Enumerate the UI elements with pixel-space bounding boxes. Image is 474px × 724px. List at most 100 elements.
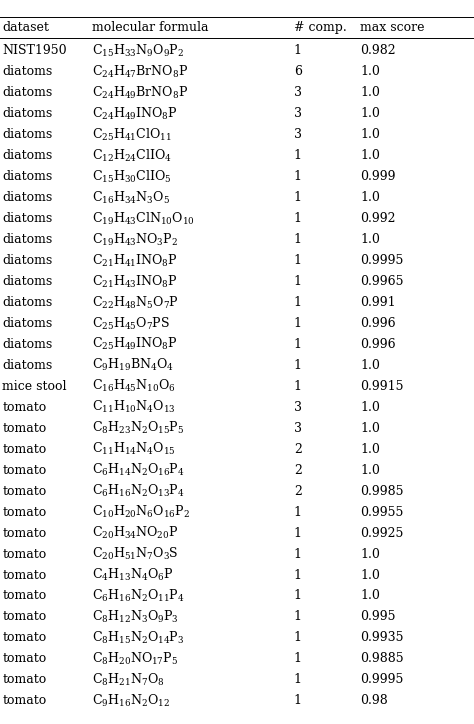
Text: 2: 2 [294, 484, 302, 497]
Text: diatoms: diatoms [2, 338, 53, 351]
Text: tomato: tomato [2, 401, 46, 414]
Text: diatoms: diatoms [2, 107, 53, 120]
Text: 1.0: 1.0 [360, 191, 380, 204]
Text: 0.9925: 0.9925 [360, 526, 404, 539]
Text: diatoms: diatoms [2, 359, 53, 372]
Text: 2: 2 [294, 443, 302, 455]
Text: diatoms: diatoms [2, 212, 53, 225]
Text: 0.996: 0.996 [360, 317, 396, 330]
Text: 1.0: 1.0 [360, 128, 380, 141]
Text: 1: 1 [294, 149, 302, 162]
Text: 1: 1 [294, 610, 302, 623]
Text: 1.0: 1.0 [360, 65, 380, 78]
Text: 0.9955: 0.9955 [360, 505, 404, 518]
Text: 1: 1 [294, 380, 302, 393]
Text: tomato: tomato [2, 610, 46, 623]
Text: 1: 1 [294, 317, 302, 330]
Text: 3: 3 [294, 86, 302, 99]
Text: diatoms: diatoms [2, 170, 53, 183]
Text: $\mathregular{C_6H_{16}N_2O_{13}P_4}$: $\mathregular{C_6H_{16}N_2O_{13}P_4}$ [92, 483, 185, 500]
Text: $\mathregular{C_4H_{13}N_4O_6P}$: $\mathregular{C_4H_{13}N_4O_6P}$ [92, 567, 174, 583]
Text: 1.0: 1.0 [360, 547, 380, 560]
Text: 1: 1 [294, 631, 302, 644]
Text: 1.0: 1.0 [360, 589, 380, 602]
Text: NIST1950: NIST1950 [2, 44, 67, 57]
Text: 0.9985: 0.9985 [360, 484, 404, 497]
Text: 0.991: 0.991 [360, 296, 396, 309]
Text: 1: 1 [294, 568, 302, 581]
Text: diatoms: diatoms [2, 191, 53, 204]
Text: 1: 1 [294, 589, 302, 602]
Text: 0.9995: 0.9995 [360, 673, 404, 686]
Text: $\mathregular{C_{20}H_{34}NO_{20}P}$: $\mathregular{C_{20}H_{34}NO_{20}P}$ [92, 525, 179, 541]
Text: 0.9965: 0.9965 [360, 275, 404, 288]
Text: $\mathregular{C_{10}H_{20}N_6O_{16}P_2}$: $\mathregular{C_{10}H_{20}N_6O_{16}P_2}$ [92, 504, 190, 520]
Text: $\mathregular{C_{21}H_{43}INO_8P}$: $\mathregular{C_{21}H_{43}INO_8P}$ [92, 274, 178, 290]
Text: molecular formula: molecular formula [92, 21, 209, 34]
Text: 3: 3 [294, 422, 302, 435]
Text: $\mathregular{C_9H_{19}BN_4O_4}$: $\mathregular{C_9H_{19}BN_4O_4}$ [92, 358, 174, 374]
Text: diatoms: diatoms [2, 317, 53, 330]
Text: 1: 1 [294, 254, 302, 267]
Text: $\mathregular{C_{16}H_{34}N_3O_5}$: $\mathregular{C_{16}H_{34}N_3O_5}$ [92, 190, 170, 206]
Text: 6: 6 [294, 65, 302, 78]
Text: 1: 1 [294, 338, 302, 351]
Text: $\mathregular{C_{11}H_{14}N_4O_{15}}$: $\mathregular{C_{11}H_{14}N_4O_{15}}$ [92, 441, 176, 458]
Text: mice stool: mice stool [2, 380, 67, 393]
Text: # comp.: # comp. [294, 21, 346, 34]
Text: 1.0: 1.0 [360, 359, 380, 372]
Text: $\mathregular{C_{24}H_{49}INO_8P}$: $\mathregular{C_{24}H_{49}INO_8P}$ [92, 106, 178, 122]
Text: diatoms: diatoms [2, 149, 53, 162]
Text: diatoms: diatoms [2, 128, 53, 141]
Text: $\mathregular{C_{12}H_{24}ClIO_4}$: $\mathregular{C_{12}H_{24}ClIO_4}$ [92, 148, 172, 164]
Text: 1.0: 1.0 [360, 107, 380, 120]
Text: $\mathregular{C_8H_{12}N_3O_9P_3}$: $\mathregular{C_8H_{12}N_3O_9P_3}$ [92, 609, 179, 625]
Text: 0.98: 0.98 [360, 694, 388, 707]
Text: diatoms: diatoms [2, 275, 53, 288]
Text: 1: 1 [294, 359, 302, 372]
Text: $\mathregular{C_{16}H_{45}N_{10}O_6}$: $\mathregular{C_{16}H_{45}N_{10}O_6}$ [92, 379, 176, 395]
Text: 1.0: 1.0 [360, 86, 380, 99]
Text: 1: 1 [294, 505, 302, 518]
Text: 3: 3 [294, 107, 302, 120]
Text: diatoms: diatoms [2, 86, 53, 99]
Text: $\mathregular{C_{19}H_{43}ClN_{10}O_{10}}$: $\mathregular{C_{19}H_{43}ClN_{10}O_{10}… [92, 211, 195, 227]
Text: $\mathregular{C_8H_{23}N_2O_{15}P_5}$: $\mathregular{C_8H_{23}N_2O_{15}P_5}$ [92, 420, 185, 437]
Text: $\mathregular{C_{15}H_{33}N_9O_9P_2}$: $\mathregular{C_{15}H_{33}N_9O_9P_2}$ [92, 43, 185, 59]
Text: tomato: tomato [2, 547, 46, 560]
Text: tomato: tomato [2, 526, 46, 539]
Text: 1: 1 [294, 170, 302, 183]
Text: 1.0: 1.0 [360, 401, 380, 414]
Text: 1: 1 [294, 652, 302, 665]
Text: $\mathregular{C_8H_{15}N_2O_{14}P_3}$: $\mathregular{C_8H_{15}N_2O_{14}P_3}$ [92, 630, 185, 646]
Text: $\mathregular{C_6H_{14}N_2O_{16}P_4}$: $\mathregular{C_6H_{14}N_2O_{16}P_4}$ [92, 462, 185, 479]
Text: tomato: tomato [2, 422, 46, 435]
Text: diatoms: diatoms [2, 254, 53, 267]
Text: $\mathregular{C_{25}H_{41}ClO_{11}}$: $\mathregular{C_{25}H_{41}ClO_{11}}$ [92, 127, 172, 143]
Text: 1: 1 [294, 191, 302, 204]
Text: $\mathregular{C_{25}H_{45}O_7PS}$: $\mathregular{C_{25}H_{45}O_7PS}$ [92, 316, 171, 332]
Text: tomato: tomato [2, 505, 46, 518]
Text: 1: 1 [294, 694, 302, 707]
Text: tomato: tomato [2, 631, 46, 644]
Text: 1: 1 [294, 673, 302, 686]
Text: 3: 3 [294, 128, 302, 141]
Text: $\mathregular{C_{25}H_{49}INO_8P}$: $\mathregular{C_{25}H_{49}INO_8P}$ [92, 337, 178, 353]
Text: 0.9915: 0.9915 [360, 380, 404, 393]
Text: $\mathregular{C_{15}H_{30}ClIO_5}$: $\mathregular{C_{15}H_{30}ClIO_5}$ [92, 169, 172, 185]
Text: tomato: tomato [2, 652, 46, 665]
Text: $\mathregular{C_8H_{21}N_7O_8}$: $\mathregular{C_8H_{21}N_7O_8}$ [92, 672, 165, 688]
Text: $\mathregular{C_{22}H_{48}N_5O_7P}$: $\mathregular{C_{22}H_{48}N_5O_7P}$ [92, 295, 179, 311]
Text: $\mathregular{C_{19}H_{43}NO_3P_2}$: $\mathregular{C_{19}H_{43}NO_3P_2}$ [92, 232, 179, 248]
Text: diatoms: diatoms [2, 296, 53, 309]
Text: $\mathregular{C_{11}H_{10}N_4O_{13}}$: $\mathregular{C_{11}H_{10}N_4O_{13}}$ [92, 399, 176, 416]
Text: 1.0: 1.0 [360, 463, 380, 476]
Text: 3: 3 [294, 401, 302, 414]
Text: $\mathregular{C_9H_{16}N_2O_{12}}$: $\mathregular{C_9H_{16}N_2O_{12}}$ [92, 693, 170, 709]
Text: tomato: tomato [2, 589, 46, 602]
Text: tomato: tomato [2, 443, 46, 455]
Text: tomato: tomato [2, 673, 46, 686]
Text: $\mathregular{C_{21}H_{41}INO_8P}$: $\mathregular{C_{21}H_{41}INO_8P}$ [92, 253, 178, 269]
Text: 1: 1 [294, 547, 302, 560]
Text: 1.0: 1.0 [360, 233, 380, 246]
